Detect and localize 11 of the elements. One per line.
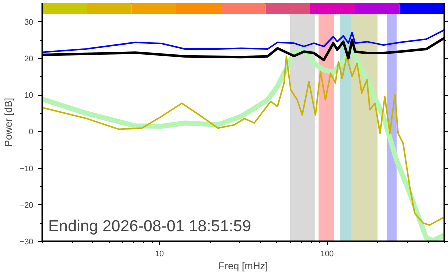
y-tick-label: 20 bbox=[24, 54, 34, 64]
y-tick-label: −10 bbox=[20, 164, 34, 174]
y-tick-label: −30 bbox=[20, 238, 34, 246]
y-tick-label: −20 bbox=[20, 200, 34, 210]
y-tick-label: 10 bbox=[24, 91, 34, 100]
y-axis-title: Power [dB] bbox=[4, 98, 15, 147]
x-tick-label: 100 bbox=[320, 250, 335, 258]
x-axis-title: Freq [mHz] bbox=[218, 262, 268, 272]
y-tick-label: 0 bbox=[29, 128, 34, 137]
annotation: Ending 2026-08-01 18:51:59 bbox=[48, 218, 252, 236]
y-tick-label: 30 bbox=[24, 18, 34, 27]
